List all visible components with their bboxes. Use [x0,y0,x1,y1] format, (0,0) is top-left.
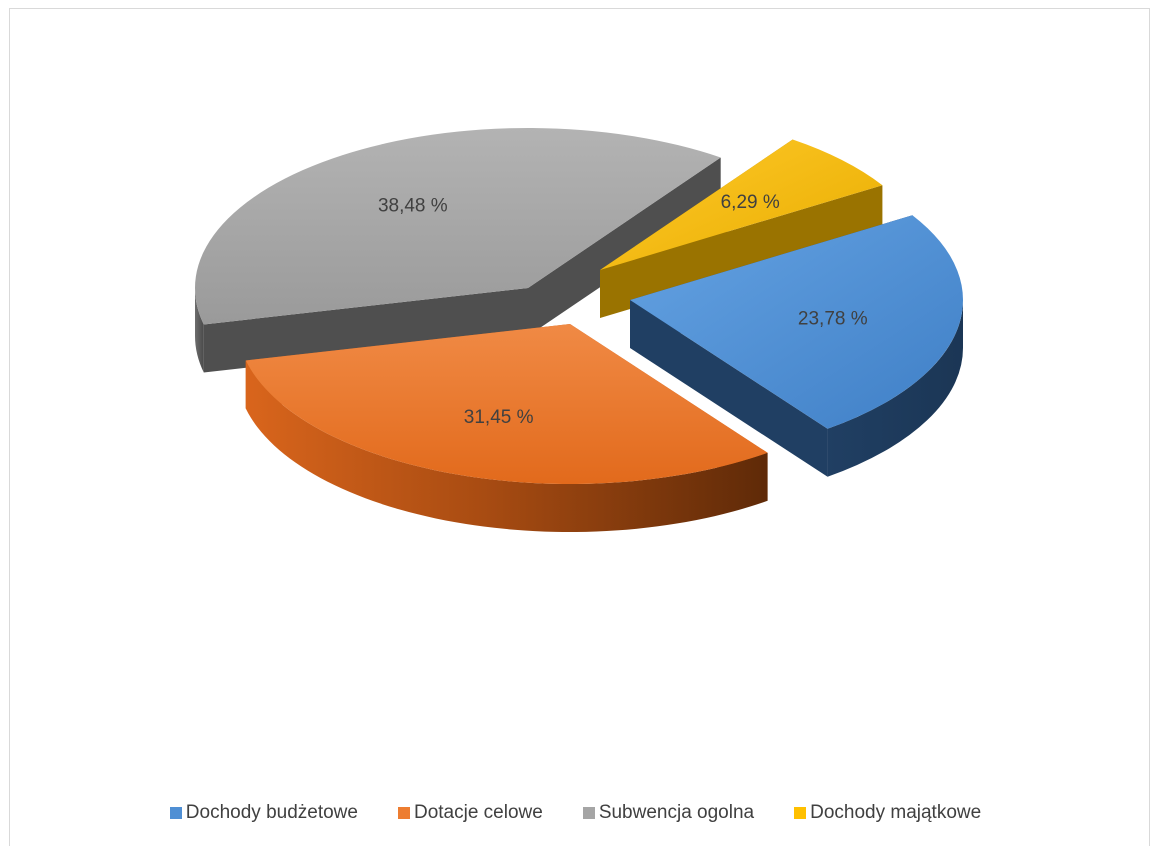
slice-side [827,300,963,477]
slice-dochody-majatkowe [600,139,883,318]
slice-dotacje-celowe [245,324,768,532]
data-label: 38,48 % [378,196,448,217]
slice-top [194,127,721,325]
legend-label: Dotacje celowe [413,802,543,823]
legend-swatch [169,807,182,819]
slice-wall [630,300,828,477]
slice-wall [600,185,883,318]
slice-wall [203,288,528,373]
legend-swatch [582,807,595,819]
chart-frame [9,8,1150,846]
legend-swatch [397,807,410,819]
data-label: 31,45 % [464,407,534,428]
data-label: 6,29 % [721,192,780,213]
legend-item-dotacje-celowe: Dotacje celowe [397,802,543,824]
slice-wall [528,157,721,336]
legend-item-subwencja-ogolna: Subwencja ogolna [582,802,755,824]
legend-item-dochody-majatkowe: Dochody majątkowe [794,802,981,824]
data-label: 23,78 % [798,309,868,330]
legend-label: Dochody budżetowe [185,802,358,823]
slice-top [630,215,963,429]
slice-side [195,288,204,373]
pie-chart: 38,48 % 6,29 % 23,78 % 31,45 % [194,127,963,532]
slice-subwencja-ogolna [194,127,721,373]
chart-legend: Dochody budżetowe Dotacje celowe Subwenc… [0,798,1151,828]
slice-top [245,324,768,484]
legend-item-dochody-budzetowe: Dochody budżetowe [169,802,358,824]
slice-dochody-budzetowe [630,215,963,477]
slice-side [245,360,768,532]
slice-top [600,139,883,270]
legend-label: Subwencja ogolna [598,802,755,823]
legend-swatch [794,807,807,819]
legend-label: Dochody majątkowe [810,802,982,823]
